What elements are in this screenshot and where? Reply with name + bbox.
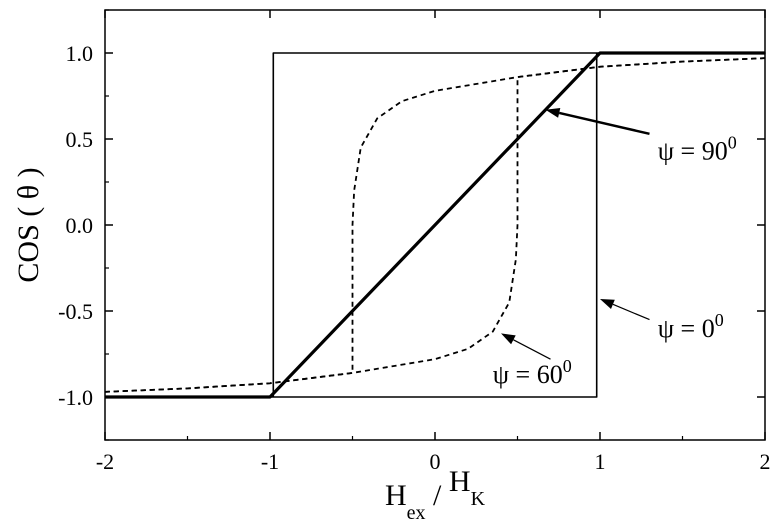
- y-tick-label: 0.0: [66, 213, 94, 238]
- series-group: [104, 51, 766, 399]
- series-line-1: [105, 51, 765, 399]
- annotation-arrow-line: [558, 111, 650, 136]
- annotation-arrow-head: [600, 299, 615, 309]
- y-tick-label: 1.0: [66, 41, 94, 66]
- x-tick-label: -2: [96, 449, 114, 474]
- annotation-arrow-line: [513, 339, 551, 360]
- annotation-arrow-line: [612, 303, 650, 321]
- annotations-group: ψ = 900 ψ = 00 ψ = 600: [493, 108, 737, 389]
- y-tick-label: -0.5: [58, 299, 93, 324]
- y-tick-label: -1.0: [58, 385, 93, 410]
- annotation-arrow-head: [545, 108, 561, 118]
- ticks-group: -2 -1 0 1 2 -1.0 -0.5 0.0 0.5 1.0: [58, 9, 771, 474]
- x-tick-label: 2: [760, 449, 771, 474]
- x-tick-label: 1: [595, 449, 606, 474]
- annotation-label-psi90: ψ = 900: [658, 133, 737, 166]
- y-axis-title: COS ( θ ): [12, 167, 45, 282]
- y-tick-label: 0.5: [66, 127, 94, 152]
- x-axis-title: Hex / HK: [385, 465, 486, 524]
- annotation-label-psi0: ψ = 00: [658, 310, 724, 343]
- x-tick-label: -1: [261, 449, 279, 474]
- annotation-label-psi60: ψ = 600: [493, 356, 572, 389]
- x-tick-label: 0: [430, 449, 441, 474]
- annotation-arrow-head: [501, 333, 516, 345]
- x-axis-title-text: Hex / HK: [385, 465, 486, 524]
